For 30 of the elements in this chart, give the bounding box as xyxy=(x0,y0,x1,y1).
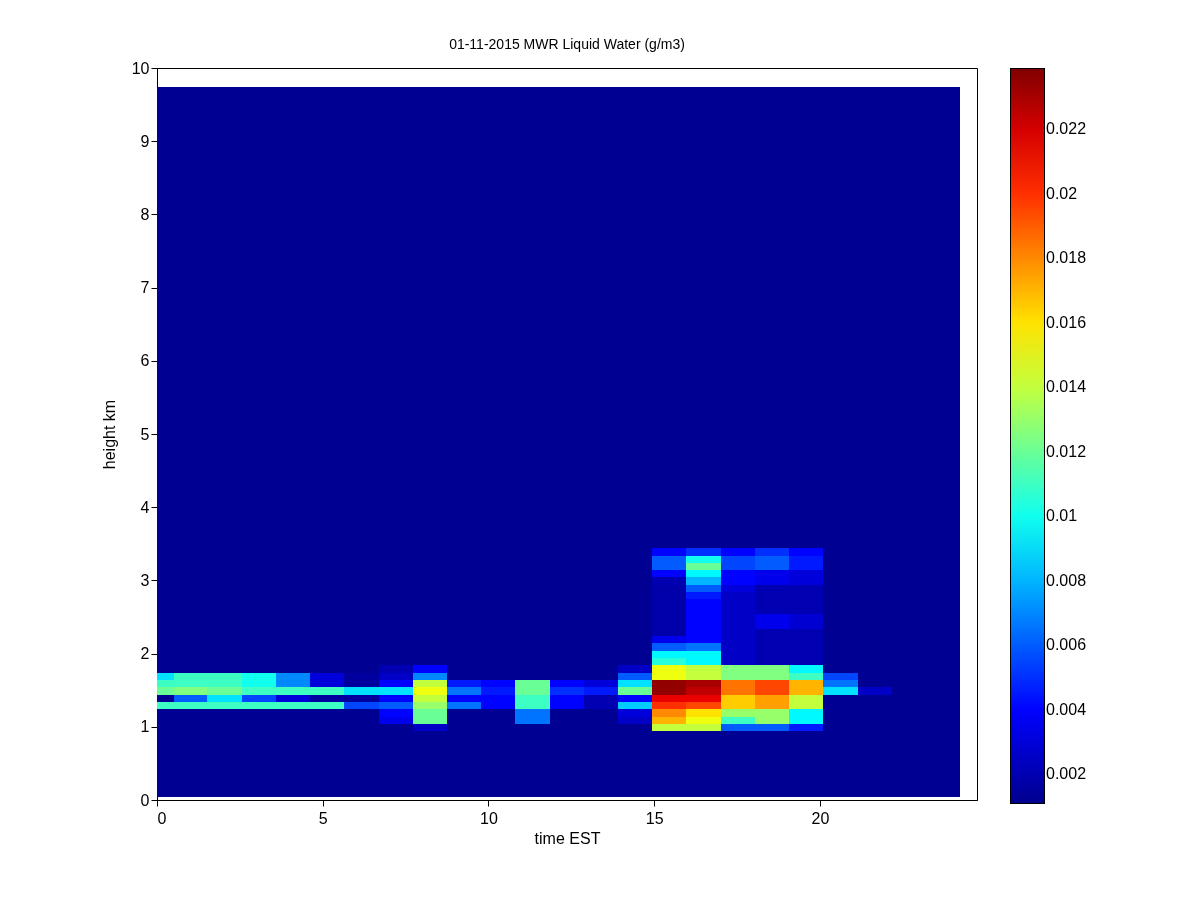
x-tick-label: 0 xyxy=(157,809,167,827)
color-bar-label: 0.012 xyxy=(1046,442,1087,460)
y-tick-label: 9 xyxy=(140,132,150,150)
color-bar-label: 0.02 xyxy=(1046,184,1078,202)
chart-title: 01-11-2015 MWR Liquid Water (g/m3) xyxy=(449,36,685,52)
y-tick-label: 2 xyxy=(140,645,150,663)
y-tick-label: 8 xyxy=(140,205,150,223)
y-tick-label: 10 xyxy=(131,59,150,77)
x-tick-label: 20 xyxy=(811,809,830,827)
y-tick-label: 0 xyxy=(140,791,150,809)
color-bar-label: 0.006 xyxy=(1046,636,1087,654)
y-tick-label: 3 xyxy=(140,571,150,589)
color-bar-label: 0.008 xyxy=(1046,571,1087,589)
y-tick-label: 7 xyxy=(140,279,150,297)
y-axis-title: height km xyxy=(100,399,118,470)
color-bar-label: 0.014 xyxy=(1046,378,1087,396)
y-tick-label: 4 xyxy=(140,498,150,516)
x-tick-label: 15 xyxy=(645,809,664,827)
y-tick-label: 1 xyxy=(140,718,150,736)
x-tick-label: 10 xyxy=(480,809,498,827)
x-axis-title: time EST xyxy=(534,829,601,847)
y-tick-label: 6 xyxy=(140,352,150,370)
y-tick-label: 5 xyxy=(140,425,150,443)
color-bar-label: 0.018 xyxy=(1046,249,1087,267)
color-bar-label: 0.01 xyxy=(1046,507,1078,525)
color-bar-label: 0.004 xyxy=(1046,700,1087,718)
color-bar-label: 0.002 xyxy=(1046,764,1087,782)
x-tick-label: 5 xyxy=(318,809,328,827)
color-bar-label: 0.022 xyxy=(1046,120,1087,138)
color-bar-label: 0.016 xyxy=(1046,313,1087,331)
